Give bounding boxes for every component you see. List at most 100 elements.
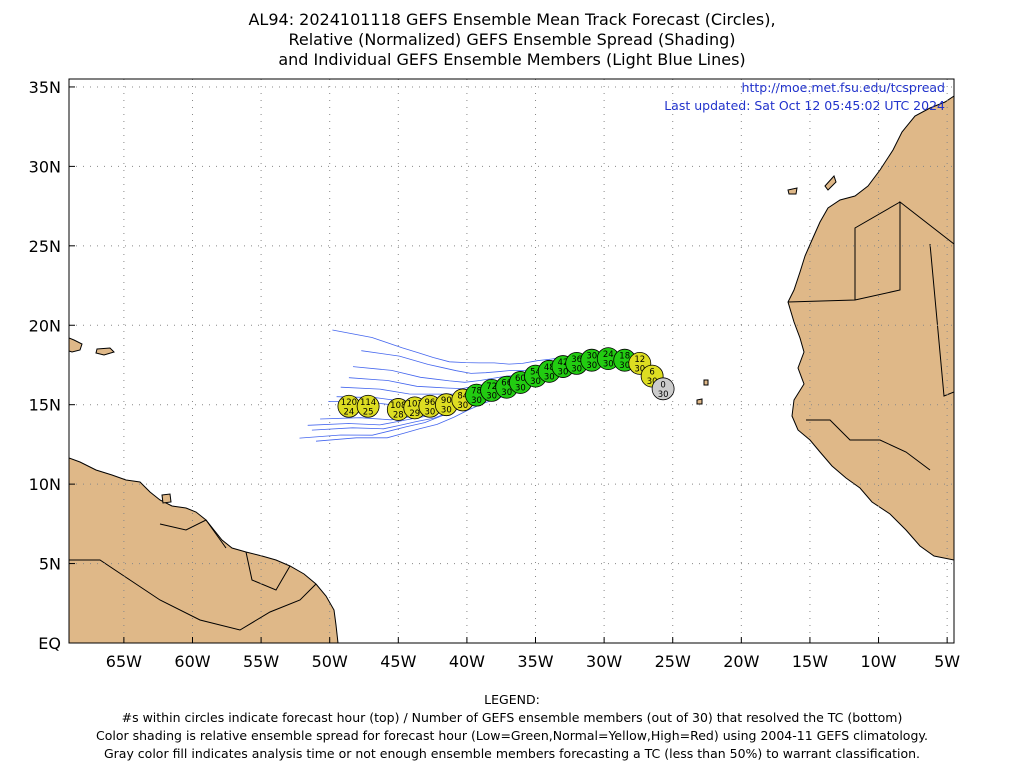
forecast-hour-label: 72 — [486, 382, 497, 392]
mean-track: 1202411425108281022996309030843078307230… — [337, 347, 675, 421]
canary-islands-land — [824, 175, 837, 191]
legend-line-2: Color shading is relative ensemble sprea… — [96, 728, 928, 743]
member-count-label: 28 — [393, 410, 404, 420]
forecast-hour-label: 24 — [603, 350, 614, 360]
forecast-hour-label: 114 — [360, 398, 376, 408]
member-count-label: 30 — [658, 390, 669, 400]
lat-tick-label: 10N — [29, 475, 61, 494]
track-point-circle — [356, 394, 380, 418]
lat-tick-label: EQ — [38, 634, 61, 653]
member-count-label: 30 — [441, 406, 452, 416]
lon-tick-label: 10W — [860, 652, 896, 671]
forecast-hour-label: 42 — [558, 358, 569, 368]
member-count-label: 30 — [586, 361, 597, 371]
map-body: 1202411425108281022996309030843078307230… — [69, 79, 954, 643]
lon-tick-label: 35W — [517, 652, 553, 671]
member-count-label: 30 — [619, 361, 630, 371]
lat-tick-label: 35N — [29, 78, 61, 97]
member-count-label: 24 — [343, 407, 354, 417]
member-count-label: 29 — [409, 409, 420, 419]
lat-tick-label: 30N — [29, 157, 61, 176]
member-count-label: 30 — [486, 391, 497, 401]
lon-tick-label: 30W — [586, 652, 622, 671]
lon-tick-label: 25W — [655, 652, 691, 671]
lat-tick-label: 5N — [39, 555, 61, 574]
forecast-hour-label: 30 — [586, 352, 597, 362]
forecast-hour-label: 60 — [515, 374, 526, 384]
member-count-label: 30 — [634, 364, 645, 374]
land-masses — [69, 95, 954, 643]
forecast-hour-label: 102 — [407, 399, 423, 409]
legend-line-1: #s within circles indicate forecast hour… — [121, 710, 903, 725]
member-count-label: 30 — [457, 401, 468, 411]
border-line — [854, 201, 901, 300]
forecast-hour-label: 96 — [424, 398, 435, 408]
title-line-2: Relative (Normalized) GEFS Ensemble Spre… — [288, 30, 736, 49]
member-count-label: 30 — [558, 368, 569, 378]
lat-tick-label: 25N — [29, 237, 61, 256]
lon-tick-label: 45W — [380, 652, 416, 671]
title-line-1: AL94: 2024101118 GEFS Ensemble Mean Trac… — [248, 10, 776, 29]
lat-tick-label: 20N — [29, 316, 61, 335]
puerto-rico-land — [95, 347, 115, 356]
track-point-circle — [651, 377, 675, 401]
forecast-hour-label: 54 — [530, 368, 541, 378]
last-updated: Last updated: Sat Oct 12 05:45:02 UTC 20… — [664, 98, 945, 113]
title-line-3: and Individual GEFS Ensemble Members (Li… — [278, 50, 746, 69]
lat-axis-labels: EQ 5N 10N 15N 20N 25N 30N 35N — [29, 78, 61, 653]
border-line — [245, 551, 291, 591]
forecast-hour-label: 0 — [660, 380, 665, 390]
borders — [69, 200, 954, 631]
member-count-label: 30 — [515, 383, 526, 393]
border-line — [806, 419, 931, 471]
lon-tick-label: 65W — [106, 652, 142, 671]
member-count-label: 30 — [544, 372, 555, 382]
trinidad-land — [161, 493, 172, 504]
border-line — [787, 200, 954, 303]
member-count-label: 25 — [363, 407, 374, 417]
lon-tick-label: 15W — [792, 652, 828, 671]
member-count-label: 30 — [501, 388, 512, 398]
forecast-hour-label: 6 — [649, 368, 654, 378]
axis-ticks — [69, 86, 948, 644]
grid-lines — [69, 79, 954, 643]
forecast-hour-label: 108 — [390, 401, 406, 411]
lon-tick-label: 55W — [243, 652, 279, 671]
forecast-hour-label: 84 — [457, 391, 468, 401]
legend-heading: LEGEND: — [484, 692, 540, 707]
lon-axis-labels: 65W 60W 55W 50W 45W 40W 35W 30W 25W 20W 15W 10W 5W — [106, 652, 961, 671]
forecast-hour-label: 78 — [471, 387, 482, 397]
lon-tick-label: 50W — [312, 652, 348, 671]
forecast-hour-label: 18 — [619, 352, 630, 362]
legend: LEGEND: #s within circles indicate forec… — [0, 691, 1024, 763]
member-count-label: 30 — [571, 364, 582, 374]
chart-title: AL94: 2024101118 GEFS Ensemble Mean Trac… — [0, 10, 1024, 70]
member-count-label: 30 — [471, 396, 482, 406]
lon-tick-label: 60W — [174, 652, 210, 671]
lon-tick-label: 20W — [723, 652, 759, 671]
member-count-label: 30 — [647, 377, 658, 387]
forecast-hour-label: 12 — [634, 355, 645, 365]
member-count-label: 30 — [530, 377, 541, 387]
plot-frame — [68, 78, 955, 644]
canary-islet-land — [787, 187, 798, 195]
border-line — [159, 519, 227, 549]
member-count-label: 30 — [424, 407, 435, 417]
member-count-label: 30 — [603, 360, 614, 370]
forecast-hour-label: 48 — [544, 363, 555, 373]
lat-tick-label: 15N — [29, 396, 61, 415]
south-america-land — [69, 457, 339, 643]
lon-tick-label: 5W — [934, 652, 960, 671]
lon-tick-label: 40W — [449, 652, 485, 671]
forecast-hour-label: 36 — [571, 355, 582, 365]
cape-verde-islet-land — [703, 379, 709, 386]
forecast-hour-label: 66 — [501, 379, 512, 389]
forecast-hour-label: 120 — [341, 398, 357, 408]
border-line — [929, 243, 954, 397]
forecast-hour-label: 90 — [441, 396, 452, 406]
border-line — [69, 559, 317, 631]
legend-line-3: Gray color fill indicates analysis time … — [103, 746, 921, 761]
credit-url[interactable]: http://moe.met.fsu.edu/tcspread — [742, 80, 945, 95]
hispaniola-land — [69, 337, 83, 353]
